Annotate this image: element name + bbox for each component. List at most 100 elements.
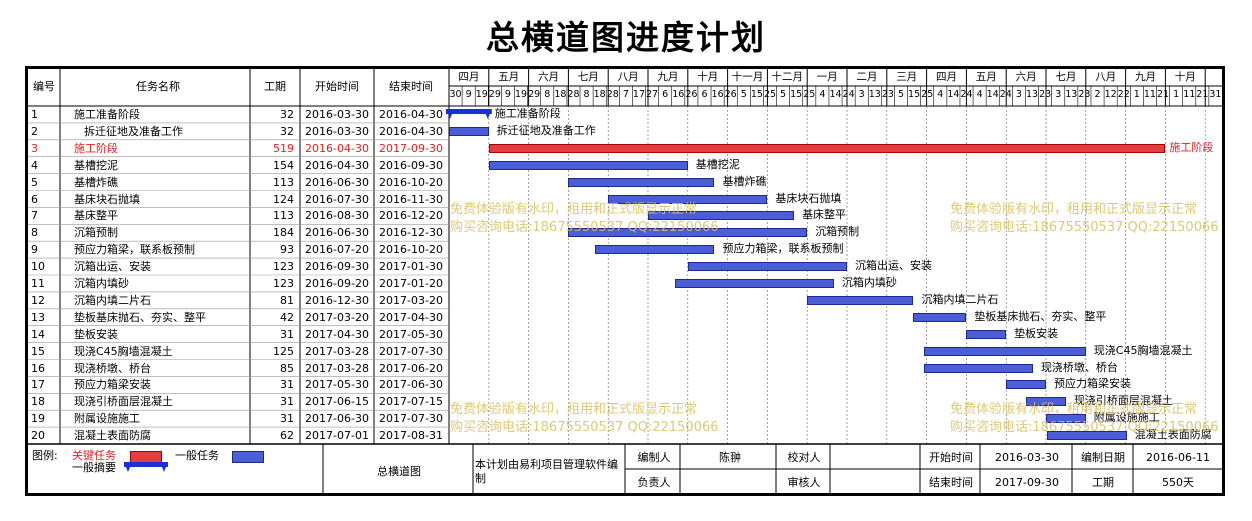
task-end: 2016-10-20 bbox=[379, 243, 443, 257]
gantt-bar[interactable] bbox=[449, 126, 489, 136]
task-end: 2016-12-30 bbox=[379, 226, 443, 240]
day-label: 14 bbox=[947, 89, 960, 100]
task-duration: 31 bbox=[280, 395, 294, 409]
gantt-bar[interactable] bbox=[923, 346, 1086, 356]
task-start: 2017-06-30 bbox=[305, 412, 369, 426]
gantt-bar[interactable] bbox=[1047, 431, 1127, 441]
task-start: 2016-09-30 bbox=[305, 260, 369, 274]
task-duration: 62 bbox=[280, 429, 294, 443]
watermark-line2: 购买咨询电话:18675550537 QQ:22150066 bbox=[950, 420, 1219, 435]
gantt-bar-label: 施工准备阶段 bbox=[494, 107, 561, 120]
gantt-critical-bar[interactable] bbox=[488, 143, 1166, 153]
month-label: 八月 bbox=[617, 71, 639, 83]
start-label: 开始时间 bbox=[929, 451, 973, 464]
month-label: 十二月 bbox=[771, 71, 804, 83]
day-label: 23 bbox=[881, 89, 894, 100]
day-label: 3 bbox=[1055, 89, 1062, 100]
task-duration: 85 bbox=[280, 361, 294, 375]
task-name: 基槽挖泥 bbox=[74, 158, 118, 172]
software-note: 本计划由易利项目管理软件编制 bbox=[475, 458, 618, 485]
day-label: 15 bbox=[790, 89, 803, 100]
gantt-bar[interactable] bbox=[608, 194, 768, 204]
task-id: 4 bbox=[31, 158, 38, 172]
gantt-bar[interactable] bbox=[568, 228, 808, 238]
task-name: 沉箱出运、安装 bbox=[74, 260, 151, 274]
task-id: 8 bbox=[31, 226, 38, 240]
gantt-bar[interactable] bbox=[568, 177, 715, 187]
gantt-bar[interactable] bbox=[923, 363, 1033, 373]
gantt-bar[interactable] bbox=[674, 279, 834, 288]
task-name: 基床块石抛填 bbox=[74, 192, 140, 206]
gantt-summary-bar bbox=[446, 109, 492, 119]
task-start: 2016-06-30 bbox=[305, 175, 369, 189]
watermark-line1: 免费体验版有水印，租用和正式版显示正常 bbox=[950, 202, 1198, 217]
task-name: 附属设施施工 bbox=[74, 412, 140, 426]
day-label: 13 bbox=[1065, 89, 1078, 100]
day-label: 11 bbox=[1183, 89, 1196, 100]
task-start: 2016-03-30 bbox=[305, 108, 369, 121]
gantt-bar[interactable] bbox=[1046, 414, 1086, 424]
gantt-bar[interactable] bbox=[1006, 380, 1046, 390]
month-label: 三月 bbox=[896, 71, 918, 83]
task-id: 17 bbox=[31, 378, 45, 392]
legend-normal-swatch bbox=[232, 451, 264, 463]
end-label: 结束时间 bbox=[929, 476, 973, 489]
day-label: 26 bbox=[724, 89, 737, 100]
month-label: 六月 bbox=[1015, 71, 1037, 83]
task-name: 沉箱内填二片石 bbox=[74, 293, 151, 307]
task-duration: 154 bbox=[273, 158, 294, 172]
task-end: 2017-07-15 bbox=[379, 395, 443, 409]
task-end: 2017-01-20 bbox=[379, 277, 443, 290]
author-label: 编制人 bbox=[637, 451, 671, 464]
day-label: 23 bbox=[1078, 89, 1091, 100]
day-label: 24 bbox=[842, 89, 855, 100]
gantt-bar-label: 沉箱内填砂 bbox=[841, 276, 897, 289]
task-id: 3 bbox=[31, 141, 38, 155]
task-start: 2017-03-28 bbox=[305, 344, 369, 358]
gantt-bar[interactable] bbox=[966, 329, 1007, 339]
day-label: 5 bbox=[740, 89, 747, 100]
day-label: 31 bbox=[1209, 89, 1222, 100]
day-label: 4 bbox=[819, 89, 826, 100]
day-label: 29 bbox=[488, 89, 501, 100]
task-name: 施工准备阶段 bbox=[74, 108, 140, 121]
day-label: 15 bbox=[908, 89, 921, 100]
gantt-bar[interactable] bbox=[913, 312, 967, 322]
day-label: 13 bbox=[1025, 89, 1039, 100]
day-label: 26 bbox=[685, 89, 698, 100]
gantt-bar[interactable] bbox=[595, 245, 715, 255]
gantt-bar-label: 基床整平 bbox=[802, 208, 847, 222]
task-start: 2016-03-30 bbox=[305, 124, 369, 138]
gantt-bar[interactable] bbox=[488, 160, 688, 170]
gantt-bar[interactable] bbox=[648, 211, 795, 221]
task-name: 预应力箱梁安装 bbox=[74, 378, 151, 392]
gantt-bar[interactable] bbox=[687, 262, 847, 272]
task-name: 施工阶段 bbox=[74, 141, 118, 155]
watermark-line1: 免费体验版有水印，租用和正式版显示正常 bbox=[450, 402, 698, 417]
gantt-bar[interactable] bbox=[807, 295, 914, 305]
task-end: 2017-07-30 bbox=[379, 344, 443, 358]
task-end: 2017-08-31 bbox=[379, 429, 443, 443]
task-start: 2016-04-30 bbox=[305, 158, 369, 172]
gantt-bar[interactable] bbox=[1026, 397, 1066, 407]
owner-label: 负责人 bbox=[637, 476, 671, 489]
task-name: 基床整平 bbox=[74, 209, 118, 223]
legend-normal-label: 一般任务 bbox=[175, 449, 219, 462]
task-name: 拆迁征地及准备工作 bbox=[84, 124, 183, 138]
day-label: 22 bbox=[1117, 89, 1130, 100]
gantt-bar-label: 现浇引桥面层混凝土 bbox=[1073, 394, 1173, 408]
duration-value: 550天 bbox=[1162, 476, 1194, 489]
day-label: 25 bbox=[803, 89, 816, 100]
month-label: 五月 bbox=[498, 71, 520, 83]
task-end: 2017-04-30 bbox=[379, 310, 443, 324]
task-duration: 184 bbox=[273, 226, 294, 240]
header-name: 任务名称 bbox=[136, 80, 180, 93]
task-duration: 124 bbox=[273, 192, 294, 206]
day-label: 27 bbox=[646, 89, 659, 100]
day-label: 24 bbox=[960, 89, 973, 100]
gantt-bar-label: 现浇C45胸墙混凝土 bbox=[1093, 343, 1193, 357]
task-name: 混凝土表面防腐 bbox=[74, 429, 151, 443]
task-end: 2016-09-30 bbox=[379, 158, 443, 172]
gantt-bar-label: 基槽炸礁 bbox=[722, 174, 767, 188]
watermark-line2: 购买咨询电话:18675550537 QQ:22150066 bbox=[450, 420, 719, 435]
